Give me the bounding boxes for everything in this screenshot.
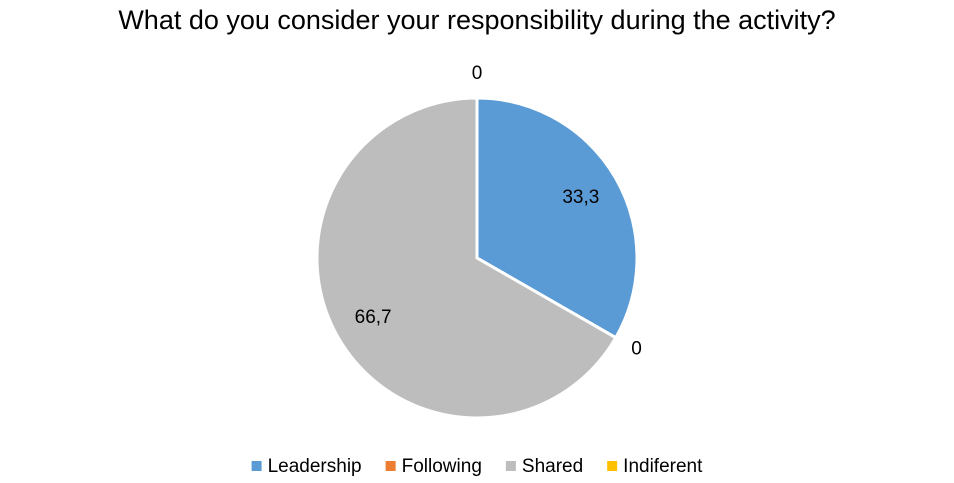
pie-slice	[315, 96, 618, 420]
legend-swatch	[607, 461, 618, 471]
data-label: 66,7	[355, 307, 392, 328]
legend-swatch	[505, 461, 516, 471]
pie-slice	[475, 96, 639, 340]
chart-title: What do you consider your responsibility…	[118, 5, 835, 35]
legend-swatch	[251, 461, 262, 471]
data-label: 0	[631, 339, 642, 360]
legend-label: Following	[402, 456, 482, 477]
data-label: 33,3	[562, 187, 599, 208]
legend-swatch	[385, 461, 396, 471]
legend-label: Shared	[522, 456, 583, 477]
legend-label: Leadership	[268, 456, 362, 477]
data-label: 0	[472, 63, 483, 84]
legend-label: Indiferent	[623, 456, 703, 477]
